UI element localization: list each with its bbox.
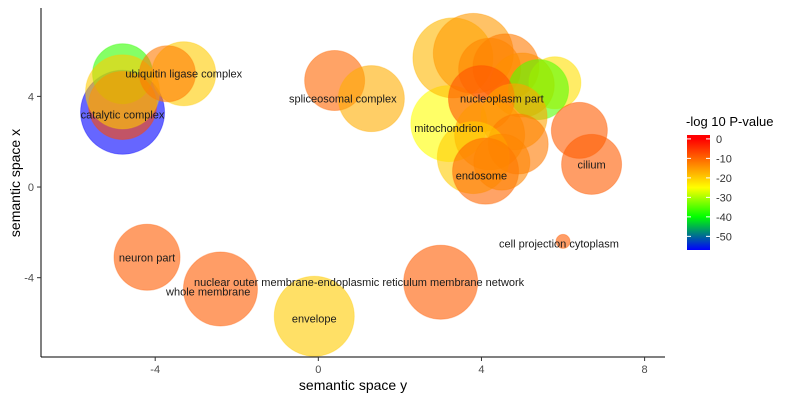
legend-tick-label: -30 [716,192,732,204]
bubble-label: ubiquitin ligase complex [125,69,242,81]
bubble [473,133,531,191]
legend-tick-label: -40 [716,212,732,224]
y-tick-label: 4 [28,91,34,103]
bubble-label: whole membrane [165,286,250,298]
legend-tick-label: -50 [716,231,732,243]
legend-tick-label: 0 [716,134,722,146]
bubble-layer [80,12,623,357]
bubble-label: endosome [456,171,507,183]
bubble [138,45,196,103]
x-tick-label: 0 [315,364,321,376]
legend-title: -log 10 P-value [686,114,773,129]
bubble [273,275,355,357]
x-tick-label: 8 [642,364,648,376]
bubble [113,223,181,291]
legend-colorbar [687,135,710,250]
bubble-label: neuron part [119,252,175,264]
bubble-label: cell projection cytoplasm [499,239,619,251]
bubble-label: nuclear outer membrane-endoplasmic retic… [194,277,525,289]
bubble-label: nucleoplasm part [460,94,544,106]
bubble-label: catalytic complex [81,110,165,122]
bubble [555,233,571,249]
color-legend: -log 10 P-value 0 -10 -20 -30 -40 -50 [686,114,773,250]
x-axis-title: semantic space y [299,377,407,393]
legend-tick-label: -20 [716,173,732,185]
bubble-label: mitochondrion [414,123,483,135]
y-axis-title: semantic space x [7,129,23,237]
bubble [182,251,258,327]
bubble-label: envelope [292,313,337,325]
bubble [337,65,405,133]
bubble [403,244,479,320]
y-tick-label: -4 [24,273,34,285]
bubble [561,133,623,195]
x-tick-label: -4 [150,364,160,376]
x-tick-label: 4 [478,364,484,376]
tick-layer: -4 0 4 8 -4 0 4 [24,91,647,376]
y-tick-label: 0 [28,182,34,194]
legend-tick-label: -10 [716,153,732,165]
legend-ticks: 0 -10 -20 -30 -40 -50 [687,134,732,243]
bubble-label-layer: catalytic complex ubiquitin ligase comple… [81,69,619,326]
axes [40,8,665,358]
bubble-label: cilium [578,159,606,171]
bubble-label: spliceosomal complex [289,94,397,106]
